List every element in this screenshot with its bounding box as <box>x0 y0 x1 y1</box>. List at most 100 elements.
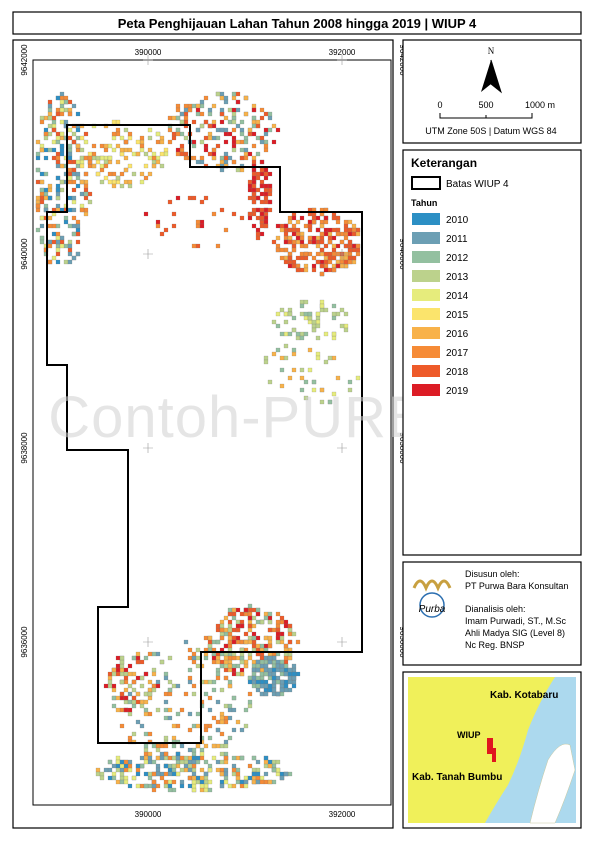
patch <box>279 775 285 781</box>
patch <box>123 167 129 173</box>
patch <box>311 219 317 225</box>
patch <box>115 131 121 137</box>
patch <box>159 659 165 665</box>
patch <box>247 763 253 769</box>
patch <box>339 239 345 245</box>
patch <box>219 623 225 629</box>
patch <box>311 235 317 241</box>
patch <box>171 223 177 229</box>
patch <box>239 639 245 645</box>
patch <box>99 155 105 161</box>
patch <box>283 239 289 245</box>
patch <box>55 187 61 193</box>
patch <box>267 763 273 769</box>
patch <box>259 667 265 673</box>
patch <box>219 155 225 161</box>
patch <box>327 399 333 405</box>
patch <box>291 679 297 685</box>
patch <box>151 783 157 789</box>
patch <box>203 147 209 153</box>
patch <box>215 743 221 749</box>
patch <box>319 223 325 229</box>
patch <box>231 147 237 153</box>
patch <box>295 331 301 337</box>
patch <box>127 683 133 689</box>
patch <box>167 199 173 205</box>
patch <box>119 767 125 773</box>
patch <box>255 767 261 773</box>
patch <box>331 235 337 241</box>
patch <box>147 147 153 153</box>
patch <box>299 335 305 341</box>
patch <box>323 219 329 225</box>
patch <box>115 767 121 773</box>
patch <box>119 775 125 781</box>
patch <box>275 659 281 665</box>
patch <box>291 663 297 669</box>
patch <box>271 683 277 689</box>
patch <box>151 759 157 765</box>
legend-title: Keterangan <box>411 156 477 170</box>
scale-label: 500 <box>478 100 493 110</box>
patch <box>183 767 189 773</box>
patch <box>67 195 73 201</box>
patch <box>267 207 273 213</box>
patch <box>119 667 125 673</box>
patch <box>267 379 273 385</box>
patch <box>251 107 257 113</box>
patch <box>183 759 189 765</box>
patch <box>111 671 117 677</box>
patch <box>323 231 329 237</box>
grid-cross <box>337 55 347 65</box>
patch <box>135 139 141 145</box>
legend-swatch <box>412 346 440 358</box>
patch <box>35 179 41 185</box>
grid-cross <box>143 55 153 65</box>
patch <box>355 243 361 249</box>
patch <box>175 711 181 717</box>
patch <box>263 167 269 173</box>
patch <box>295 335 301 341</box>
patch <box>259 135 265 141</box>
patch <box>71 199 77 205</box>
patch <box>263 755 269 761</box>
patch <box>39 215 45 221</box>
patch <box>119 691 125 697</box>
patch <box>147 135 153 141</box>
patch <box>323 267 329 273</box>
grid-cross <box>143 443 153 453</box>
patch <box>255 611 261 617</box>
patch <box>227 667 233 673</box>
patch <box>307 315 313 321</box>
patch <box>211 135 217 141</box>
patch <box>59 107 65 113</box>
patch <box>147 755 153 761</box>
patch <box>175 683 181 689</box>
patch <box>103 683 109 689</box>
patch <box>199 99 205 105</box>
patch <box>243 775 249 781</box>
patch <box>307 239 313 245</box>
patch <box>167 767 173 773</box>
patch <box>155 679 161 685</box>
patch <box>227 659 233 665</box>
grid-crosses <box>143 55 347 647</box>
patch <box>223 667 229 673</box>
patch <box>147 695 153 701</box>
patch <box>347 259 353 265</box>
patch <box>151 771 157 777</box>
patch <box>107 759 113 765</box>
patch <box>127 183 133 189</box>
patch <box>307 223 313 229</box>
patch <box>91 151 97 157</box>
patch <box>191 103 197 109</box>
patch <box>339 323 345 329</box>
patch <box>247 151 253 157</box>
patch <box>123 179 129 185</box>
patch <box>247 615 253 621</box>
patch <box>267 639 273 645</box>
patch <box>35 151 41 157</box>
patch <box>287 259 293 265</box>
patch <box>283 655 289 661</box>
patch <box>223 703 229 709</box>
